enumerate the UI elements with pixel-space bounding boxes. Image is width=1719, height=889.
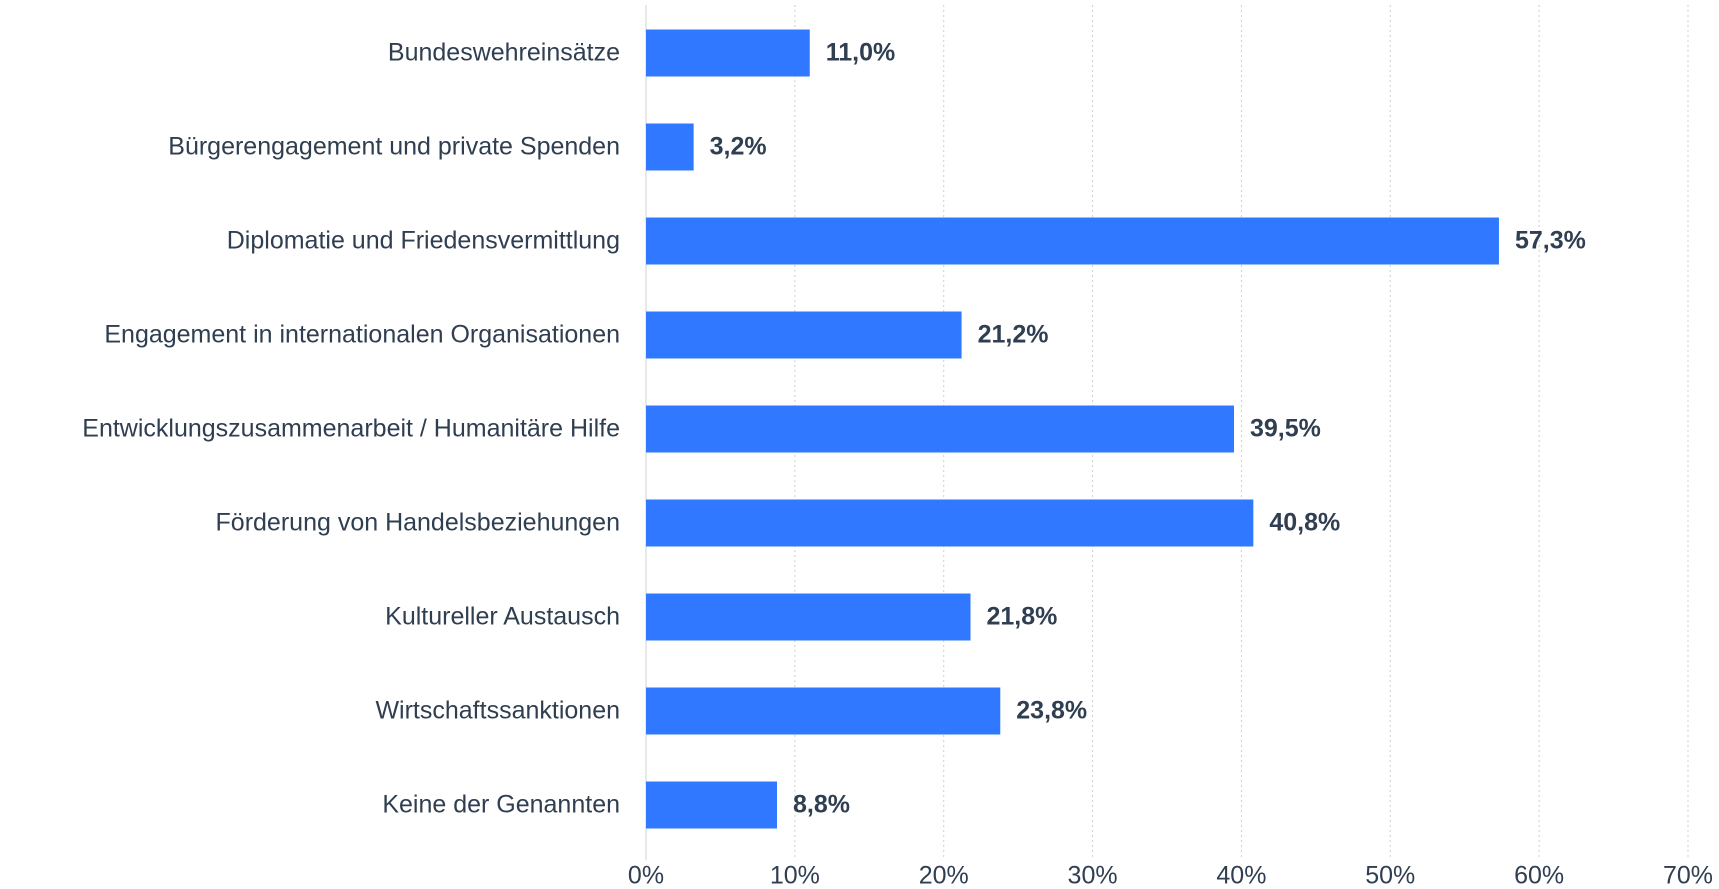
x-tick-label: 0%: [628, 862, 664, 889]
x-tick-label: 20%: [919, 862, 969, 889]
x-tick-label: 70%: [1663, 862, 1713, 889]
value-label: 21,2%: [978, 321, 1049, 349]
value-label: 11,0%: [826, 39, 896, 67]
bar: [646, 217, 1499, 265]
bar: [646, 29, 810, 77]
x-tick-label: 10%: [770, 862, 820, 889]
value-label: 8,8%: [793, 791, 850, 819]
y-tick-label: Diplomatie und Friedensvermittlung: [227, 227, 620, 255]
x-tick-label: 50%: [1365, 862, 1415, 889]
bar: [646, 687, 1001, 735]
bar: [646, 311, 962, 359]
bar: [646, 593, 971, 641]
x-tick-label: 30%: [1068, 862, 1118, 889]
y-tick-label: Entwicklungszusammenarbeit / Humanitäre …: [82, 415, 620, 443]
value-label: 21,8%: [987, 603, 1058, 631]
bar: [646, 405, 1234, 453]
x-tick-label: 60%: [1514, 862, 1564, 889]
value-label: 40,8%: [1269, 509, 1340, 537]
value-label: 39,5%: [1250, 415, 1321, 443]
bar: [646, 781, 777, 829]
x-tick-label: 40%: [1216, 862, 1266, 889]
value-label: 3,2%: [710, 133, 767, 161]
y-tick-label: Förderung von Handelsbeziehungen: [216, 509, 620, 537]
y-tick-label: Wirtschaftssanktionen: [375, 697, 620, 725]
y-tick-label: Bundeswehreinsätze: [388, 39, 620, 67]
y-tick-label: Keine der Genannten: [382, 791, 620, 819]
y-tick-label: Engagement in internationalen Organisati…: [104, 321, 620, 349]
y-tick-label: Kultureller Austausch: [385, 603, 620, 631]
value-label: 23,8%: [1016, 697, 1087, 725]
bar: [646, 123, 694, 171]
bar: [646, 499, 1254, 547]
y-tick-label: Bürgerengagement und private Spenden: [168, 133, 620, 161]
value-label: 57,3%: [1515, 227, 1586, 255]
